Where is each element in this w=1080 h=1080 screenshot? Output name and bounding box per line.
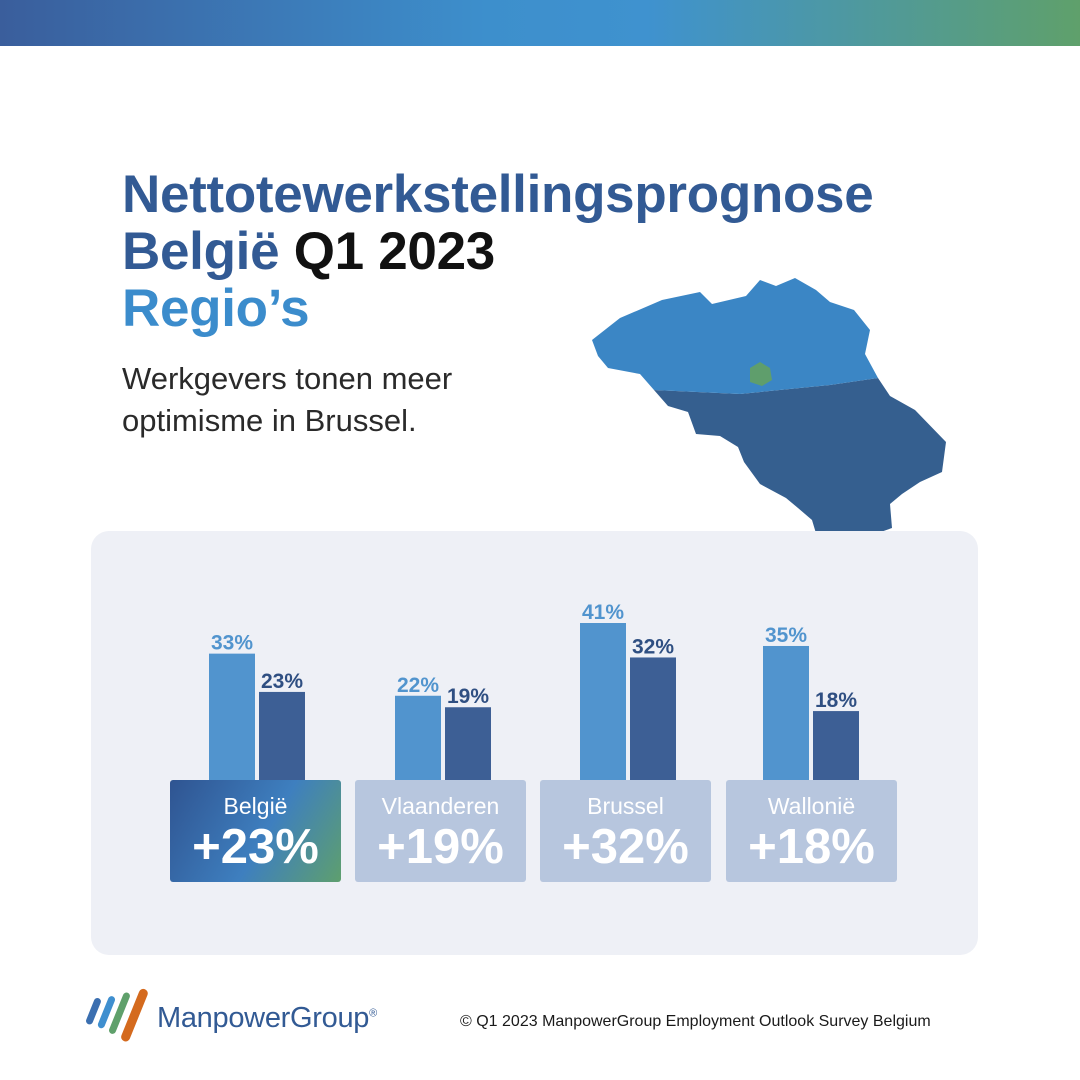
map-wallonia xyxy=(654,378,946,564)
card-value: +32% xyxy=(562,820,689,874)
region-card-belgie[interactable]: België +23% xyxy=(170,780,341,882)
logo-wordmark: ManpowerGroup xyxy=(157,1002,370,1034)
card-value: +19% xyxy=(377,820,504,874)
region-card-wallonie[interactable]: Wallonië +18% xyxy=(726,780,897,882)
title-line-3: Regio’s xyxy=(122,279,310,338)
map-flanders xyxy=(592,278,878,394)
card-name: Wallonië xyxy=(767,793,856,819)
title-country: België xyxy=(122,222,280,281)
registered-mark: ® xyxy=(369,1007,377,1020)
chart-panel xyxy=(91,531,978,955)
copyright-text: © Q1 2023 ManpowerGroup Employment Outlo… xyxy=(460,1013,931,1030)
card-name: Vlaanderen xyxy=(381,793,500,819)
subtitle: Werkgevers tonen meer optimisme in Bruss… xyxy=(122,361,453,438)
logo-text: ManpowerGroup® xyxy=(157,1002,377,1035)
manpowergroup-logo-icon xyxy=(86,988,148,1042)
map-brussels xyxy=(750,362,772,386)
belgium-map-icon xyxy=(592,278,946,564)
card-name: Brussel xyxy=(587,793,664,819)
region-card-vlaanderen[interactable]: Vlaanderen +19% xyxy=(355,780,526,882)
top-gradient-bar xyxy=(0,0,1080,46)
region-card-brussel[interactable]: Brussel +32% xyxy=(540,780,711,882)
card-value: +23% xyxy=(192,820,319,874)
page-title: Nettotewerkstellingsprognose België Q1 2… xyxy=(122,165,874,338)
title-period: Q1 2023 xyxy=(293,222,496,281)
title-line-1: Nettotewerkstellingsprognose xyxy=(122,165,874,224)
card-value: +18% xyxy=(748,820,875,874)
card-name: België xyxy=(223,793,288,819)
